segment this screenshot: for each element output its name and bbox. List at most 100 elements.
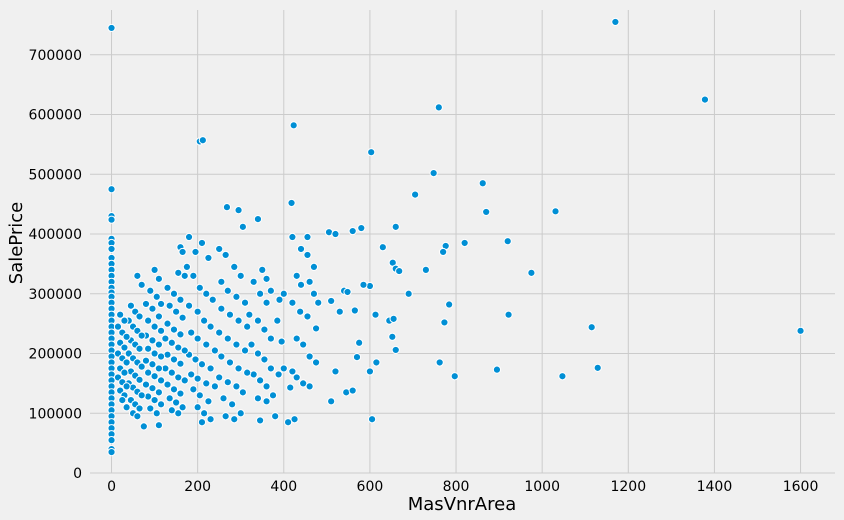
data-point [262,382,271,391]
y-tick-label: 600000 [29,108,82,124]
data-point [122,332,131,341]
data-point [120,343,129,352]
data-point [247,340,256,349]
data-point [210,346,219,355]
data-point [232,382,241,391]
data-point [169,325,179,334]
data-point [113,322,123,331]
data-point [350,306,359,315]
data-point [230,415,239,424]
data-point [217,277,226,286]
data-point [180,376,189,385]
data-point [283,418,293,427]
data-point [348,226,357,236]
data-point [221,412,230,421]
data-point [331,367,340,376]
data-point [167,368,176,377]
data-point [163,319,172,328]
data-point [169,385,179,394]
data-point [225,310,235,319]
data-point [238,388,247,397]
data-point [262,298,271,307]
data-point [445,300,454,309]
data-point [148,384,157,393]
data-point [260,325,269,334]
data-point [219,394,228,403]
x-tick-label: 1000 [524,479,560,495]
data-point [193,334,202,343]
data-point [482,207,491,217]
data-point [215,328,224,337]
data-point [221,250,230,260]
data-point [152,409,161,418]
data-point [249,277,258,286]
data-point [238,222,247,231]
data-point [206,322,215,331]
data-point [202,289,211,298]
data-point [122,358,131,367]
data-point [154,364,164,373]
data-point [271,412,280,421]
data-point [286,383,295,392]
data-point [150,372,159,381]
data-point [435,358,444,367]
data-point [150,396,159,405]
data-point [296,244,306,254]
data-point [135,312,144,321]
data-point [150,265,159,274]
data-point [137,362,146,371]
data-point [222,203,232,212]
data-point [700,95,710,104]
data-point [275,295,284,304]
data-point [236,409,245,418]
data-point [178,313,187,322]
data-point [234,206,243,215]
data-point [154,340,164,349]
data-point [180,271,189,280]
data-point [174,268,183,277]
data-point [107,447,116,457]
data-point [107,215,116,224]
data-point [232,340,241,349]
x-tick-labels: 0 200 400 600 800 1000 1200 1400 1600 [107,479,818,495]
data-point [150,349,159,358]
x-tick-label: 600 [357,479,384,495]
data-point [135,375,144,384]
y-tick-label: 300000 [29,287,82,303]
data-point [144,344,153,353]
data-point [371,310,380,319]
data-point [450,372,459,381]
y-tick-label: 500000 [29,167,82,183]
data-point [152,292,161,301]
data-point [178,247,187,257]
data-point [232,292,241,301]
x-tick-label: 400 [270,479,297,495]
data-point [260,355,269,364]
data-point [150,322,159,331]
data-point [299,340,308,349]
data-point [156,376,166,385]
data-point [305,382,314,391]
data-point [172,307,181,316]
x-tick-label: 800 [443,479,470,495]
data-point [389,314,398,323]
data-point [305,352,314,361]
data-point [303,312,312,321]
data-point [193,403,202,412]
data-point [141,299,151,309]
data-point [503,237,512,246]
data-point [139,422,148,431]
data-point [163,380,172,389]
data-point [195,391,204,400]
y-axis-label: SalePrice [6,202,27,284]
data-point [296,280,306,289]
data-point [266,364,275,373]
data-point [120,368,129,377]
data-point [357,223,366,233]
data-point [367,415,377,424]
data-point [206,364,215,373]
x-tick-label: 0 [107,479,116,495]
data-point [365,281,375,291]
